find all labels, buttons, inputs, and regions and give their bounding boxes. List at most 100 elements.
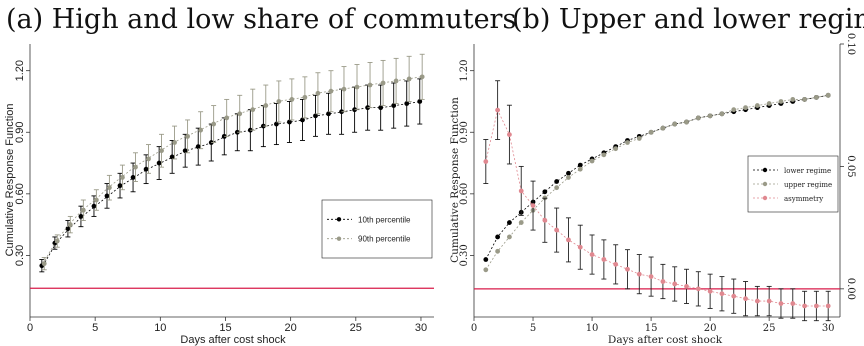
panel-b-series-asymmetry-point — [601, 257, 607, 262]
panel-b-series-upper-regime-point — [648, 129, 654, 135]
panel-a-ytick-label: 0.90 — [14, 122, 26, 143]
panel-b-series-upper-regime-point — [660, 125, 666, 131]
panel-a-series-90th-percentile-point — [367, 82, 373, 88]
panel-a-ytick-label: 0.30 — [14, 245, 26, 266]
panel-a-series-10th-percentile-point — [404, 101, 410, 106]
panel-a-series-10th-percentile-point — [117, 183, 123, 189]
panel-a-series-90th-percentile-point — [198, 127, 204, 133]
panel-b-ytick-label: 1.20 — [459, 60, 470, 82]
panel-b-series-upper-regime-point — [636, 136, 642, 141]
panel-a-series-10th-percentile-point — [417, 99, 423, 104]
panel-a-legend-swatch — [336, 236, 342, 241]
panel-a-series-90th-percentile-point — [185, 133, 190, 139]
panel-b-y2tick-label: 0.00 — [845, 278, 856, 300]
panel-a-series-90th-percentile-point — [406, 76, 412, 82]
panel-b-series-upper-regime-point — [778, 99, 784, 104]
panel-a-series-90th-percentile-point — [380, 80, 386, 86]
panel-b-series-asymmetry-point — [660, 279, 666, 284]
panel-b-series-asymmetry-point — [613, 261, 619, 267]
panel-b-xtick-label: 25 — [763, 323, 776, 334]
panel-a-xtick-label: 0 — [27, 322, 33, 334]
panel-a-series-90th-percentile-point — [133, 164, 138, 170]
panel-b-xtick-label: 10 — [586, 323, 599, 334]
panel-b-series-asymmetry-point — [695, 286, 701, 292]
panel-b-series-upper-regime-point — [589, 158, 595, 164]
panel-a-series-10th-percentile-point — [182, 148, 188, 154]
panel-b-y2tick-label: 0.10 — [845, 33, 856, 55]
panel-a-xtick-label: 25 — [350, 322, 362, 334]
panel-b-y2tick-label: 0.05 — [845, 155, 856, 177]
panel-b-ytick-label: 0.60 — [459, 183, 470, 205]
panel-b-series-asymmetry-point — [754, 298, 760, 304]
panel-a-xtick-label: 5 — [92, 322, 98, 334]
panel-b-series-asymmetry-point — [483, 159, 489, 164]
panel-b-series-asymmetry-point — [731, 293, 737, 299]
panel-a-series-10th-percentile-point — [391, 103, 397, 108]
panel-b-series-asymmetry-point — [648, 274, 654, 280]
panel-a-ylabel: Cumulative Response Function — [4, 104, 16, 257]
panel-b-series-upper-regime-line — [485, 94, 829, 271]
panel-b-series-upper-regime-point — [507, 234, 512, 240]
panel-a-series-90th-percentile-point — [80, 207, 86, 213]
panel-a-series-90th-percentile-point — [159, 148, 164, 154]
panel-a-series-90th-percentile-point — [250, 107, 256, 113]
panel-b-series-asymmetry-point — [625, 266, 630, 272]
panel-b-xlabel: Days after cost shock — [608, 334, 723, 346]
panel-a-ytick-label: 1.20 — [14, 60, 26, 81]
panel-a-series-90th-percentile-line — [42, 76, 422, 264]
panel-b-series-upper-regime-point — [825, 92, 831, 98]
panel-b-series-asymmetry-point — [778, 301, 784, 306]
panel-a-series-10th-percentile-point — [287, 119, 292, 125]
panel-b-series-asymmetry-point — [766, 298, 772, 304]
panel-b-ylabel: Cumulative Response Function — [449, 97, 461, 263]
panel-b-series-upper-regime-point — [743, 105, 748, 111]
panel-a-xtick-label: 10 — [154, 322, 166, 334]
panel-b-legend-swatch — [762, 167, 768, 173]
panel-b-ytick-label: 0.30 — [459, 244, 470, 266]
panel-b-series-upper-regime-point — [802, 97, 807, 102]
panel-a-series-90th-percentile-point — [263, 103, 269, 108]
panel-b-series-upper-regime-point — [672, 121, 678, 127]
panel-a-series-10th-percentile-point — [313, 113, 318, 119]
panel-b-series-asymmetry-point — [802, 303, 807, 309]
panel-b-chart: Days after cost shock Cumulative Respons… — [449, 33, 856, 346]
panel-a-series-90th-percentile-point — [237, 111, 243, 117]
panel-a-series-90th-percentile-point — [419, 74, 425, 80]
panel-b-legend-swatch — [762, 181, 768, 187]
panel-a-series-90th-percentile-point — [67, 222, 73, 228]
panel-a-series-10th-percentile-point — [78, 214, 84, 219]
panel-a-ytick-label: 0.60 — [14, 183, 26, 204]
panel-b-legend-label: upper regime — [784, 181, 832, 189]
panel-a-series-90th-percentile-point — [393, 78, 399, 84]
panel-a-legend-swatch — [336, 217, 342, 222]
panel-a-series-90th-percentile-point — [328, 88, 334, 94]
panel-b-legend-swatch — [762, 195, 768, 201]
panel-b-legend-label: asymmetry — [784, 195, 823, 203]
panel-a-series-90th-percentile-point — [146, 156, 151, 162]
panel-a-series-90th-percentile-point — [302, 94, 308, 100]
panel-a-series-10th-percentile-point — [65, 226, 71, 232]
panel-b-series-asymmetry-point — [719, 291, 725, 297]
panel-b-series-upper-regime-point — [625, 140, 630, 145]
panel-a-series-10th-percentile-point — [195, 144, 201, 150]
panel-b-series-asymmetry-point — [577, 244, 583, 250]
panel-b-series-asymmetry-point — [672, 281, 678, 287]
panel-a-series-10th-percentile-point — [130, 175, 136, 180]
panel-b-series-upper-regime-point — [518, 220, 524, 225]
panel-b-series-asymmetry-point — [566, 237, 571, 243]
panel-b-title: (b) Upper and lower regime — [512, 4, 864, 35]
panel-b-series-lower-regime-point — [566, 170, 571, 176]
panel-a-legend-label: 10th percentile — [358, 215, 411, 224]
panel-a-series-10th-percentile-point — [143, 166, 149, 172]
panel-b-series-asymmetry-point — [507, 132, 512, 137]
panel-b-series-asymmetry-point — [790, 301, 796, 306]
panel-b-xtick-label: 30 — [822, 323, 835, 334]
panel-b-ytick-label: 0.90 — [459, 121, 470, 143]
panel-a-series-90th-percentile-point — [224, 115, 230, 121]
panel-b-xtick-label: 20 — [704, 323, 717, 334]
panel-b-series-asymmetry-point — [554, 227, 560, 233]
panel-a-series-90th-percentile-point — [106, 185, 112, 191]
panel-a-series-90th-percentile-point — [41, 261, 47, 267]
panel-a-series-90th-percentile-point — [354, 84, 360, 90]
